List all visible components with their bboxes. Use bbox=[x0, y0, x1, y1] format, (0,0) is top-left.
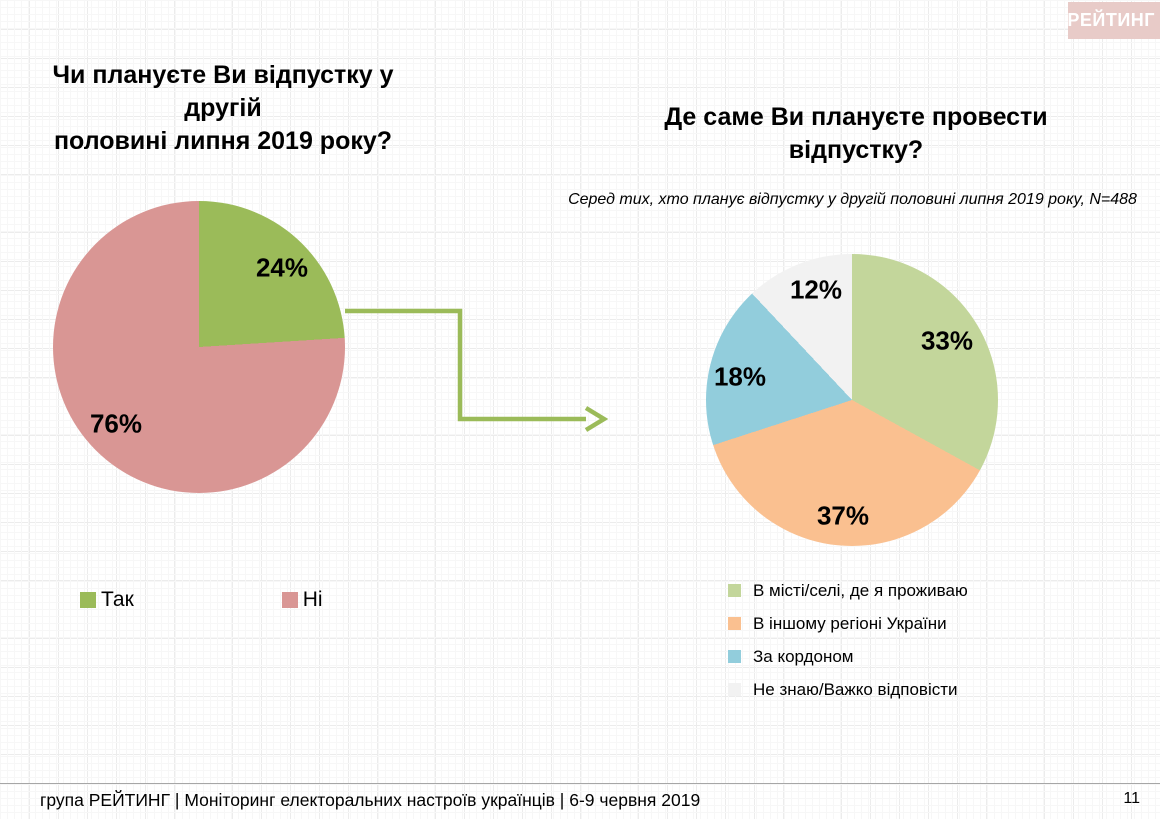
flow-arrow bbox=[345, 308, 609, 432]
right-pie-label-hometown: 33% bbox=[920, 325, 974, 356]
legend-item-abroad: За кордоном bbox=[728, 640, 968, 673]
legend-label-no: Ні bbox=[302, 588, 323, 611]
rating-logo: РЕЙТИНГ bbox=[1067, 2, 1160, 39]
legend-swatch-dontknow bbox=[728, 683, 741, 696]
left-pie-chart bbox=[53, 201, 345, 493]
right-chart-title-line1: Де саме Ви плануєте провести bbox=[664, 103, 1048, 131]
left-pie-label-no: 76% bbox=[89, 408, 143, 439]
legend-swatch-abroad bbox=[728, 650, 741, 663]
left-legend: Так Ні bbox=[80, 588, 400, 612]
right-pie-label-dontknow: 12% bbox=[789, 274, 843, 305]
legend-label-dontknow: Не знаю/Важко відповісти bbox=[753, 679, 958, 699]
right-chart-title: Де саме Ви плануєте провести відпустку? bbox=[645, 101, 1067, 167]
left-chart-title-line2: половині липня 2019 року? bbox=[53, 127, 393, 155]
legend-label-abroad: За кордоном bbox=[753, 646, 854, 666]
left-pie-label-yes: 24% bbox=[255, 252, 309, 283]
legend-swatch-no bbox=[281, 592, 298, 608]
legend-swatch-yes bbox=[80, 592, 96, 608]
legend-swatch-otherregion bbox=[728, 617, 741, 630]
legend-label-otherregion: В іншому регіоні України bbox=[753, 613, 947, 633]
right-legend: В місті/селі, де я проживаю В іншому рег… bbox=[728, 574, 968, 706]
rating-logo-text: РЕЙТИНГ bbox=[1067, 10, 1155, 30]
legend-swatch-hometown bbox=[728, 584, 741, 597]
right-chart-title-line2: відпустку? bbox=[788, 136, 924, 164]
right-chart-subtitle: Серед тих, хто планує відпустку у другій… bbox=[568, 191, 1137, 208]
legend-item-dontknow: Не знаю/Важко відповісти bbox=[728, 673, 968, 706]
footer-text: група РЕЙТИНГ | Моніторинг електоральних… bbox=[40, 790, 701, 810]
left-chart-title-line1: Чи плануєте Ви відпустку у другій bbox=[52, 61, 394, 122]
right-pie-chart bbox=[706, 254, 998, 546]
right-pie-label-abroad: 18% bbox=[713, 361, 767, 392]
legend-label-hometown: В місті/селі, де я проживаю bbox=[753, 580, 968, 600]
right-pie-label-otherregion: 37% bbox=[816, 500, 870, 531]
footer-divider bbox=[0, 783, 1160, 784]
legend-item-hometown: В місті/селі, де я проживаю bbox=[728, 574, 968, 607]
legend-item-otherregion: В іншому регіоні України bbox=[728, 607, 968, 640]
legend-item-yes: Так bbox=[80, 588, 134, 612]
left-chart-title: Чи плануєте Ви відпустку у другій полови… bbox=[12, 59, 434, 158]
legend-item-no: Ні bbox=[281, 588, 323, 612]
legend-label-yes: Так bbox=[101, 588, 134, 611]
page-number: 11 bbox=[1123, 790, 1140, 807]
